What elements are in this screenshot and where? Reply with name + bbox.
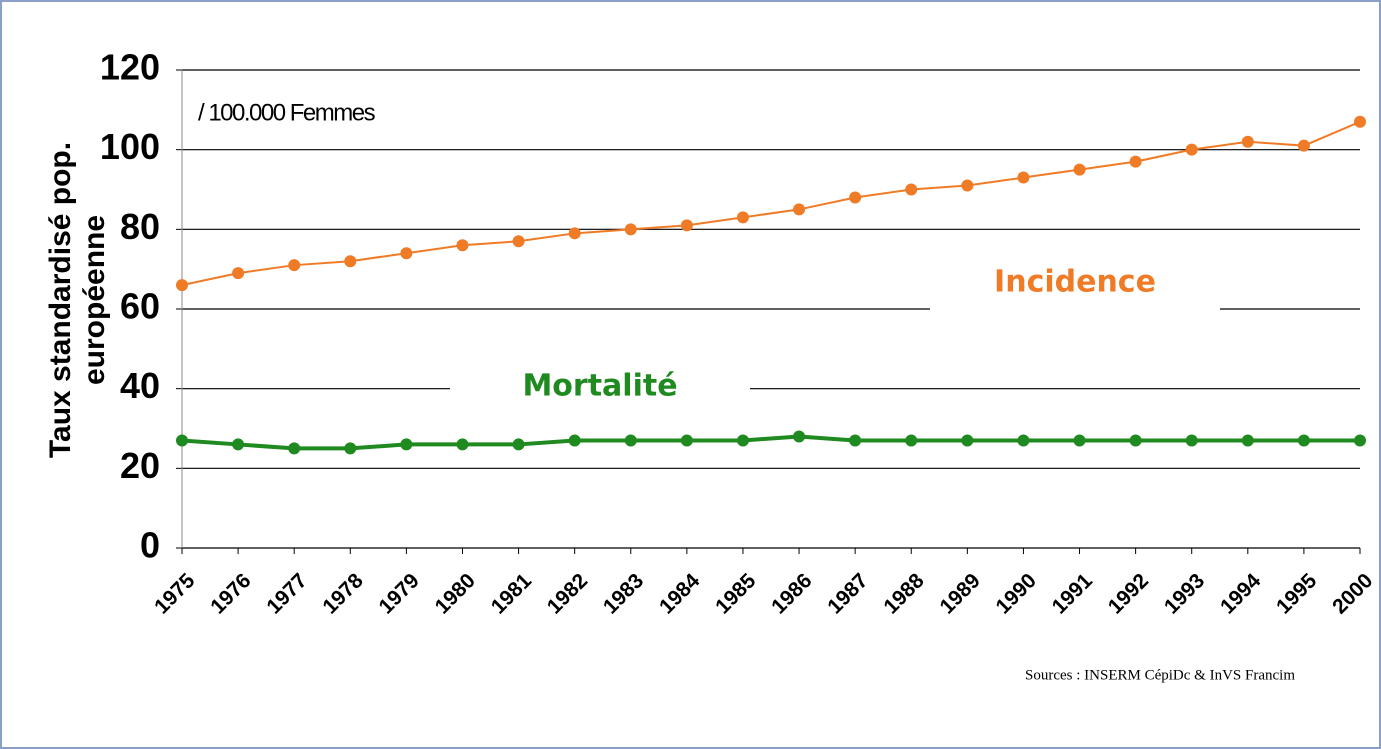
- data-point: [736, 434, 749, 447]
- y-axis-label: Taux standardisé pop. européenne: [44, 142, 111, 458]
- data-point: [1017, 434, 1030, 447]
- data-point: [568, 434, 581, 447]
- data-point: [1354, 434, 1366, 447]
- data-point: [624, 434, 637, 447]
- data-point: [232, 438, 245, 451]
- data-point: [512, 438, 525, 451]
- source-note: Sources : INSERM CépiDc & InVS Francim: [1025, 667, 1295, 683]
- y-tick-label: 60: [120, 286, 160, 327]
- data-point: [1297, 139, 1310, 152]
- data-point: [793, 203, 806, 216]
- y-tick-label: 120: [100, 47, 160, 88]
- data-point: [905, 183, 918, 196]
- y-tick-label: 100: [100, 126, 160, 167]
- data-point: [456, 239, 469, 252]
- data-point: [680, 219, 693, 232]
- series-line: [181, 434, 1360, 451]
- data-point: [1129, 434, 1142, 447]
- data-point: [568, 227, 581, 240]
- data-point: [1073, 163, 1086, 176]
- data-point: [793, 430, 806, 443]
- data-point: [176, 279, 188, 292]
- data-point: [680, 434, 693, 447]
- data-point: [624, 223, 637, 236]
- data-point: [232, 267, 245, 280]
- label-backing: [450, 359, 750, 415]
- y-tick-label: 80: [120, 206, 160, 247]
- data-point: [736, 211, 749, 224]
- data-point: [961, 179, 974, 192]
- series-label: Mortalité: [522, 369, 677, 404]
- data-point: [849, 191, 862, 204]
- data-point: [344, 255, 357, 268]
- series-line: [181, 120, 1361, 287]
- y-tick-label: 40: [120, 365, 160, 406]
- data-point: [1241, 434, 1254, 447]
- data-point: [456, 438, 469, 451]
- data-point: [1129, 155, 1142, 168]
- data-point: [1185, 143, 1198, 156]
- data-point: [512, 235, 525, 248]
- y-tick-label: 0: [140, 525, 160, 566]
- data-point: [1017, 171, 1030, 184]
- y-axis-label-line: Taux standardisé pop.: [44, 142, 77, 458]
- data-point: [400, 247, 413, 260]
- data-point: [849, 434, 862, 447]
- data-point: [288, 259, 301, 272]
- y-axis-label-line: européenne: [78, 215, 111, 385]
- data-point: [1073, 434, 1086, 447]
- data-point: [1297, 434, 1310, 447]
- data-point: [905, 434, 918, 447]
- unit-note: / 100.000 Femmes: [198, 99, 376, 126]
- data-point: [400, 438, 413, 451]
- data-point: [176, 434, 188, 447]
- label-backing: [930, 255, 1220, 311]
- data-point: [288, 442, 301, 455]
- data-point: [1185, 434, 1198, 447]
- data-point: [961, 434, 974, 447]
- data-point: [344, 442, 357, 455]
- data-point: [1354, 115, 1366, 128]
- series-label: Incidence: [994, 265, 1156, 300]
- data-point: [1241, 135, 1254, 148]
- y-tick-label: 20: [120, 445, 160, 486]
